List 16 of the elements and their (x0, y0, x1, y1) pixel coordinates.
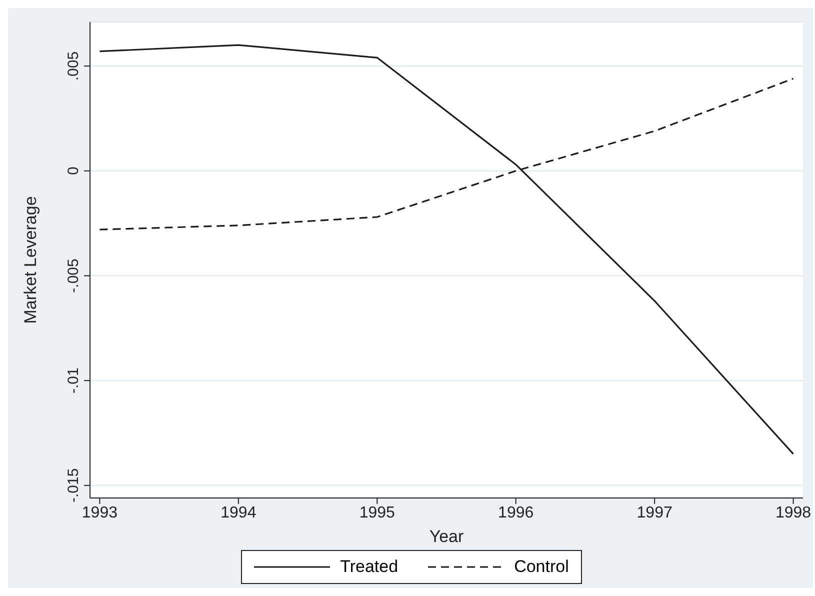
y-tick-label: 0 (65, 166, 82, 176)
y-tick-label: -.015 (65, 468, 82, 503)
x-tick-label: 1995 (359, 504, 396, 522)
x-tick-label: 1994 (220, 504, 256, 522)
x-axis-title: Year (429, 527, 464, 546)
y-tick-label: .005 (65, 51, 82, 81)
x-tick-label: 1996 (498, 504, 534, 522)
line-series (98, 44, 794, 455)
y-tick-label: -.01 (65, 368, 82, 394)
y-tick-label: -.005 (65, 258, 82, 293)
x-tick-label: 1998 (775, 504, 812, 522)
legend-label: Treated (340, 557, 398, 577)
x-tick-label: 1993 (82, 504, 118, 522)
y-axis-title: Market Leverage (21, 196, 40, 324)
legend-label: Control (514, 557, 569, 577)
x-tick-label: 1997 (636, 504, 672, 522)
